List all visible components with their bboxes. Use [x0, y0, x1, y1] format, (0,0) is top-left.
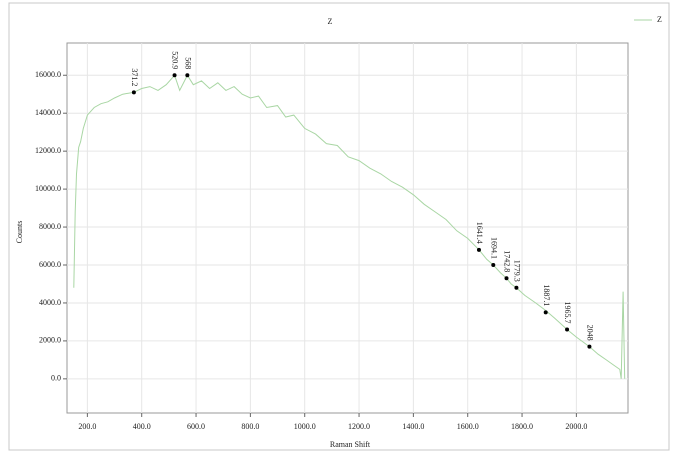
line-series	[73, 74, 626, 379]
peak-label: 2048	[586, 325, 595, 341]
x-tick-label: 1200.0	[348, 422, 370, 431]
peak-label: 1779.3	[513, 260, 522, 282]
peak-marker	[543, 310, 548, 315]
x-tick-label: 2000.0	[565, 422, 587, 431]
peak-label: 520.9	[171, 51, 180, 69]
y-tick-label: 14000.0	[35, 108, 61, 117]
y-tick-label: 6000.0	[39, 260, 61, 269]
peak-label: 371.2	[130, 68, 139, 86]
peak-marker	[514, 285, 519, 290]
peak-label: 1965.7	[563, 302, 572, 324]
x-tick-label: 1600.0	[457, 422, 479, 431]
peak-marker	[172, 73, 177, 78]
x-tick-label: 200.0	[78, 422, 96, 431]
legend-label: Z	[657, 15, 662, 24]
peak-label: 1742.8	[503, 250, 512, 272]
peak-label: 568	[184, 57, 193, 69]
peak-marker	[131, 90, 136, 95]
y-tick-label: 4000.0	[39, 298, 61, 307]
y-tick-label: 12000.0	[35, 146, 61, 155]
y-tick-label: 16000.0	[35, 70, 61, 79]
plot-area	[66, 42, 629, 414]
peak-marker	[185, 73, 190, 78]
x-tick-label: 600.0	[187, 422, 205, 431]
peak-marker	[476, 247, 481, 252]
peak-label: 1887.1	[542, 284, 551, 306]
x-axis-label: Raman Shift	[330, 440, 371, 449]
x-tick-label: 800.0	[241, 422, 259, 431]
peak-marker	[587, 344, 592, 349]
y-tick-label: 10000.0	[35, 184, 61, 193]
peak-marker	[565, 327, 570, 332]
y-tick-label: 0.0	[51, 374, 61, 383]
y-tick-label: 2000.0	[39, 336, 61, 345]
x-tick-label: 1000.0	[294, 422, 316, 431]
x-tick-label: 400.0	[133, 422, 151, 431]
peak-marker	[491, 263, 496, 267]
chart-title: Z	[328, 17, 333, 26]
peak-label: 1641.4	[475, 222, 484, 244]
peak-label: 1694.1	[489, 237, 498, 259]
x-tick-label: 1800.0	[511, 422, 533, 431]
peak-marker	[504, 276, 509, 281]
y-axis-label: Counts	[15, 221, 24, 244]
y-tick-label: 8000.0	[39, 222, 61, 231]
x-tick-label: 1400.0	[402, 422, 424, 431]
